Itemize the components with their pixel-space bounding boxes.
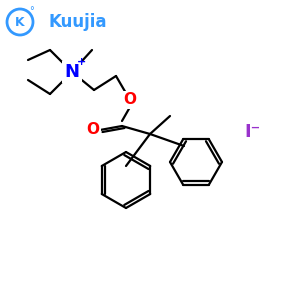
Text: O: O: [124, 92, 136, 107]
Text: Kuujia: Kuujia: [48, 13, 106, 31]
Text: I⁻: I⁻: [244, 123, 260, 141]
Text: O: O: [86, 122, 100, 137]
Text: +: +: [77, 57, 87, 67]
Text: N: N: [64, 63, 80, 81]
Text: K: K: [15, 16, 25, 28]
Text: °: °: [30, 6, 34, 16]
